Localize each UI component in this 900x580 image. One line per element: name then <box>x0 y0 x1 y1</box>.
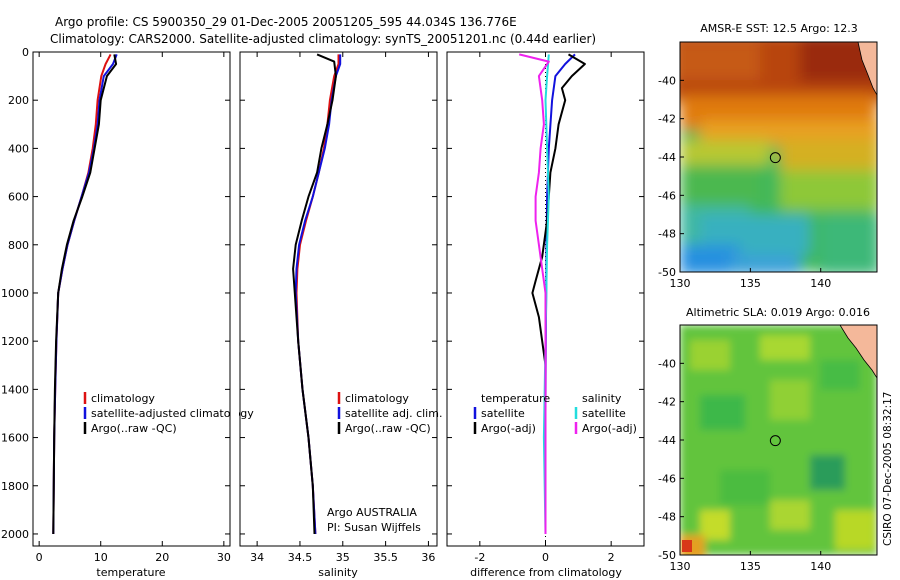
map-x-tick-label: 130 <box>670 560 691 573</box>
map-y-tick-label: -40 <box>658 74 676 87</box>
pi-label: PI: Susan Wijffels <box>327 521 421 534</box>
map-y-tick-label: -48 <box>658 228 676 241</box>
legend-sal-satellite: satellite <box>582 407 626 420</box>
y-tick-label: 1200 <box>1 335 29 348</box>
sst-map-title: AMSR-E SST: 12.5 Argo: 12.3 <box>700 22 858 35</box>
figure-title-line1: Argo profile: CS 5900350_29 01-Dec-2005 … <box>55 15 517 29</box>
argo-position-marker <box>769 435 781 447</box>
profile-line <box>518 53 550 534</box>
profile-line <box>295 54 340 535</box>
legend-satellite-adjusted: satellite-adjusted climatology <box>91 407 254 420</box>
map-x-tick-label: 135 <box>740 277 761 290</box>
y-tick-label: 400 <box>8 142 29 155</box>
salinity-legend: climatology satellite adj. clim. Argo(..… <box>327 392 442 534</box>
sla-map-title: Altimetric SLA: 0.019 Argo: 0.016 <box>686 306 870 319</box>
legend-satellite-adj: satellite adj. clim. <box>345 407 442 420</box>
legend-climatology: climatology <box>345 392 409 405</box>
salinity-panel-frame <box>239 51 438 547</box>
legend-sal-argo: Argo(-adj) <box>582 422 637 435</box>
y-tick-label: 800 <box>8 239 29 252</box>
legend-climatology: climatology <box>91 392 155 405</box>
sst-map-axes: 130 135 140 -40 -42 -44 -46 -48 -50 <box>658 74 831 290</box>
x-tick-label: 34 <box>250 551 264 564</box>
argo-position-marker <box>769 152 781 164</box>
profile-line <box>52 53 112 535</box>
salinity-axes: 34 34.5 35 35.5 36 <box>240 51 437 564</box>
x-tick-label: 0 <box>36 551 43 564</box>
temperature-axis-label: temperature <box>96 566 165 579</box>
profile-line <box>531 53 586 534</box>
map-y-tick-label: -46 <box>658 189 676 202</box>
map-y-tick-label: -50 <box>658 549 676 562</box>
x-tick-label: 10 <box>94 551 108 564</box>
legend-argo-raw: Argo(..raw -QC) <box>91 422 177 435</box>
profile-line <box>544 53 576 534</box>
x-tick-label: 35 <box>336 551 350 564</box>
legend-temp-satellite: satellite <box>481 407 525 420</box>
x-tick-label: -2 <box>474 551 485 564</box>
difference-axes: -2 0 2 <box>447 51 644 564</box>
map-y-tick-label: -44 <box>658 151 676 164</box>
legend-argo-raw: Argo(..raw -QC) <box>345 422 431 435</box>
csiro-timestamp: CSIRO 07-Dec-2005 08:32:17 <box>882 392 894 546</box>
legend-temperature-title: temperature <box>481 392 550 405</box>
difference-axis-label: difference from climatology <box>470 566 622 579</box>
map-y-tick-label: -48 <box>658 511 676 524</box>
y-tick-label: 1000 <box>1 287 29 300</box>
y-tick-label: 1800 <box>1 480 29 493</box>
map-y-tick-label: -50 <box>658 266 676 279</box>
y-tick-label: 2000 <box>1 528 29 541</box>
legend-salinity-title: salinity <box>582 392 622 405</box>
program-label: Argo AUSTRALIA <box>327 506 417 519</box>
map-y-tick-label: -44 <box>658 434 676 447</box>
profile-line <box>52 54 118 535</box>
sla-map-axes: 130 135 140 -40 -42 -44 -46 -48 -50 <box>658 357 831 573</box>
difference-profiles <box>518 53 586 535</box>
map-y-tick-label: -46 <box>658 472 676 485</box>
map-x-tick-label: 130 <box>670 277 691 290</box>
salinity-axis-label: salinity <box>318 566 358 579</box>
y-tick-label: 600 <box>8 191 29 204</box>
profile-line <box>542 54 550 535</box>
x-tick-label: 35.5 <box>373 551 398 564</box>
sla-heatmap <box>680 325 877 555</box>
temperature-panel-frame <box>32 51 231 547</box>
temperature-legend: climatology satellite-adjusted climatolo… <box>83 392 254 435</box>
temperature-profiles <box>52 53 118 535</box>
figure-title-line2: Climatology: CARS2000. Satellite-adjuste… <box>50 32 596 46</box>
x-tick-label: 2 <box>608 551 615 564</box>
x-tick-label: 36 <box>421 551 435 564</box>
profile-line <box>52 54 118 535</box>
map-y-tick-label: -42 <box>658 396 676 409</box>
sst-heatmap <box>680 42 877 272</box>
x-tick-label: 30 <box>217 551 231 564</box>
difference-legend: temperature satellite Argo(-adj) salinit… <box>473 392 637 435</box>
legend-temp-argo: Argo(-adj) <box>481 422 536 435</box>
y-tick-label: 0 <box>22 46 29 59</box>
y-tick-label: 1600 <box>1 432 29 445</box>
x-tick-label: 34.5 <box>288 551 313 564</box>
profile-line <box>294 54 342 535</box>
x-tick-label: 0 <box>542 551 549 564</box>
x-tick-label: 20 <box>155 551 169 564</box>
map-x-tick-label: 140 <box>810 277 831 290</box>
y-tick-label: 200 <box>8 94 29 107</box>
salinity-profiles <box>292 53 342 535</box>
profile-line <box>292 53 337 535</box>
map-x-tick-label: 135 <box>740 560 761 573</box>
map-x-tick-label: 140 <box>810 560 831 573</box>
y-tick-label: 1400 <box>1 383 29 396</box>
temperature-axes: 0 10 20 30 0 200 400 600 800 1000 1200 1400 1600 1800… <box>1 46 231 564</box>
map-y-tick-label: -40 <box>658 357 676 370</box>
map-y-tick-label: -42 <box>658 113 676 126</box>
